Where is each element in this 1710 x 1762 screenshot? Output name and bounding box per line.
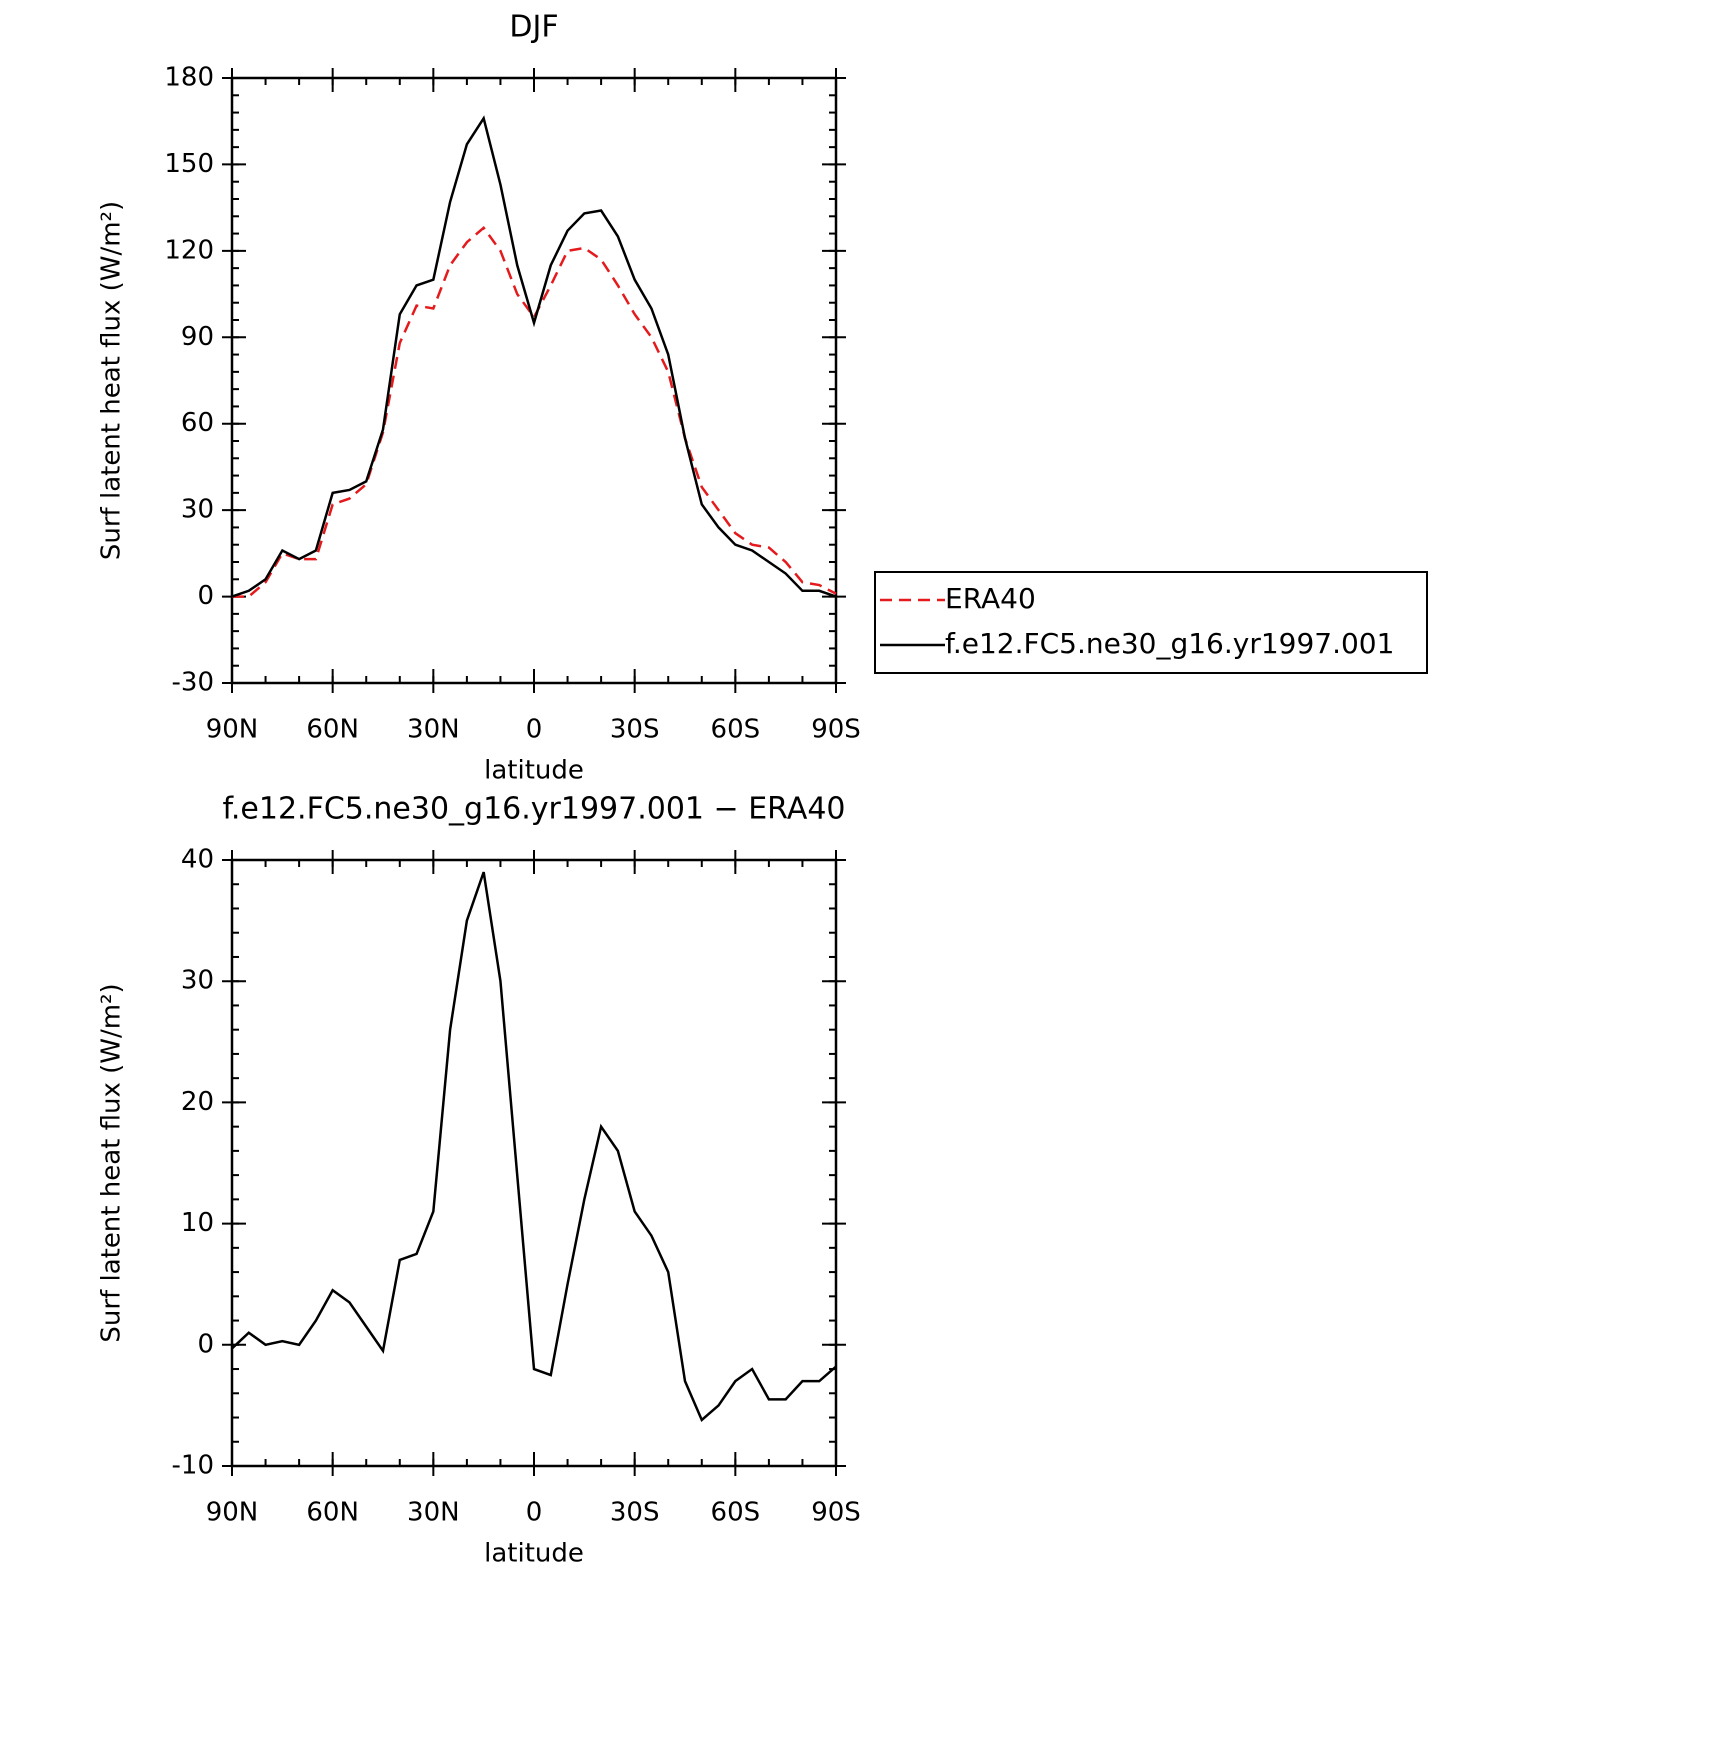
y-tick-label: 60: [181, 408, 214, 438]
x-tick-label: 60S: [711, 1498, 761, 1528]
y-axis-label: Surf latent heat flux (W/m²): [97, 201, 127, 560]
x-axis-label: latitude: [484, 1539, 584, 1569]
data-line: [231, 115, 837, 598]
x-tick-label: 0: [526, 1498, 543, 1528]
legend-label: ERA40: [945, 582, 1036, 615]
x-axis-label: latitude: [484, 756, 584, 786]
y-tick-label: -10: [172, 1451, 214, 1481]
y-tick-label: 0: [197, 1329, 214, 1359]
x-tick-label: 90S: [811, 1498, 861, 1528]
x-tick-label: 30N: [407, 715, 460, 745]
y-tick-label: 30: [181, 495, 214, 525]
y-tick-label: 180: [164, 63, 214, 93]
x-tick-label: 0: [526, 715, 543, 745]
y-tick-label: 30: [181, 966, 214, 996]
x-tick-label: 30S: [610, 715, 660, 745]
data-line: [232, 225, 837, 598]
data-line: [231, 871, 837, 1423]
x-tick-label: 90N: [206, 1498, 259, 1528]
x-tick-label: 30S: [610, 1498, 660, 1528]
y-tick-label: 10: [181, 1208, 214, 1238]
y-tick-label: 0: [197, 581, 214, 611]
chart-title: f.e12.FC5.ne30_g16.yr1997.001 − ERA40: [222, 792, 845, 827]
y-axis-label: Surf latent heat flux (W/m²): [97, 983, 127, 1342]
y-tick-label: 150: [164, 149, 214, 179]
plot-frame: [230, 858, 838, 1468]
y-tick-label: 120: [164, 235, 214, 265]
x-tick-label: 90S: [811, 715, 861, 745]
x-tick-label: 60N: [306, 715, 359, 745]
y-tick-label: 90: [181, 322, 214, 352]
x-tick-label: 30N: [407, 1498, 460, 1528]
y-tick-label: 40: [181, 845, 214, 875]
legend-box: [874, 571, 1428, 674]
y-tick-label: 20: [181, 1087, 214, 1117]
plot-frame: [230, 76, 838, 685]
x-tick-label: 60S: [711, 715, 761, 745]
x-tick-label: 60N: [306, 1498, 359, 1528]
legend-label: f.e12.FC5.ne30_g16.yr1997.001: [945, 627, 1394, 660]
y-tick-label: -30: [172, 668, 214, 698]
chart-title: DJF: [509, 10, 558, 45]
x-tick-label: 90N: [206, 715, 259, 745]
